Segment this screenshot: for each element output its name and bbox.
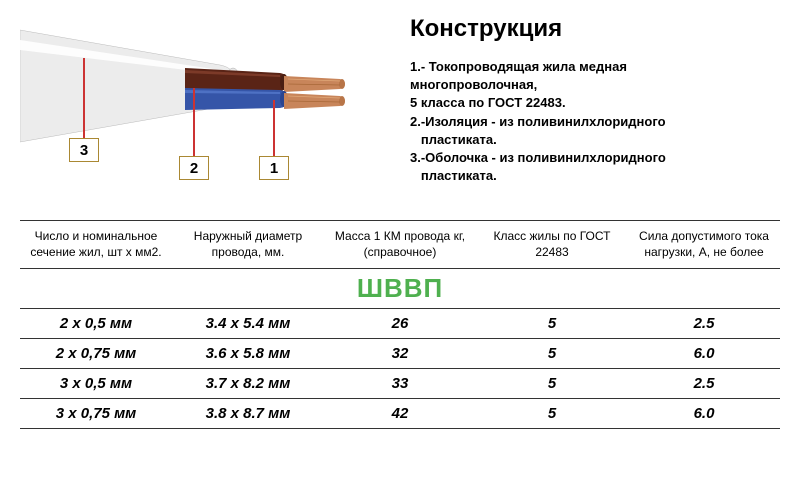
cable-diagram: 3 2 1 — [20, 10, 380, 210]
cell: 3 x 0,75 мм — [20, 399, 172, 429]
cell: 2.5 — [628, 309, 780, 339]
product-row: ШВВП — [20, 269, 780, 309]
header-col-5: Сила допустимого тока нагрузки, А, не бо… — [628, 221, 780, 269]
callout-box-1: 1 — [259, 156, 289, 180]
cell: 2 x 0,75 мм — [20, 339, 172, 369]
cell: 32 — [324, 339, 476, 369]
callout-line-1 — [273, 100, 275, 158]
legend-line-5: пластиката. — [410, 131, 780, 149]
cell: 3 x 0,5 мм — [20, 369, 172, 399]
cell: 5 — [476, 309, 628, 339]
legend-line-1: 1.- Токопроводящая жила медная — [410, 58, 780, 76]
cell: 6.0 — [628, 339, 780, 369]
header-col-4: Класс жилы по ГОСТ 22483 — [476, 221, 628, 269]
cell: 3.8 x 8.7 мм — [172, 399, 324, 429]
cell: 2.5 — [628, 369, 780, 399]
cell: 33 — [324, 369, 476, 399]
table-row: 2 x 0,75 мм 3.6 x 5.8 мм 32 5 6.0 — [20, 339, 780, 369]
cell: 6.0 — [628, 399, 780, 429]
callout-box-2: 2 — [179, 156, 209, 180]
legend-line-7: пластиката. — [410, 167, 780, 185]
callout-2-label: 2 — [190, 160, 198, 177]
callout-box-3: 3 — [69, 138, 99, 162]
description-area: Конструкция 1.- Токопроводящая жила медн… — [380, 10, 780, 210]
callout-3-label: 3 — [80, 142, 88, 159]
legend-line-3: 5 класса по ГОСТ 22483. — [410, 94, 780, 112]
legend-line-4: 2.-Изоляция - из поливинилхлоридного — [410, 113, 780, 131]
cell: 5 — [476, 369, 628, 399]
legend-line-2: многопроволочная, — [410, 76, 780, 94]
cell: 3.6 x 5.8 мм — [172, 339, 324, 369]
table-row: 3 x 0,5 мм 3.7 x 8.2 мм 33 5 2.5 — [20, 369, 780, 399]
cell: 5 — [476, 339, 628, 369]
cell: 42 — [324, 399, 476, 429]
table-row: 3 x 0,75 мм 3.8 x 8.7 мм 42 5 6.0 — [20, 399, 780, 429]
header-col-2: Наружный диаметр провода, мм. — [172, 221, 324, 269]
header-col-1: Число и номинальное сечение жил, шт х мм… — [20, 221, 172, 269]
legend-line-6: 3.-Оболочка - из поливинилхлоридного — [410, 149, 780, 167]
cell: 5 — [476, 399, 628, 429]
cell: 3.7 x 8.2 мм — [172, 369, 324, 399]
cell: 3.4 x 5.4 мм — [172, 309, 324, 339]
table-row: 2 x 0,5 мм 3.4 x 5.4 мм 26 5 2.5 — [20, 309, 780, 339]
callout-1-label: 1 — [270, 160, 278, 177]
page-title: Конструкция — [410, 15, 780, 43]
cell: 26 — [324, 309, 476, 339]
product-name: ШВВП — [357, 273, 443, 303]
cell: 2 x 0,5 мм — [20, 309, 172, 339]
callout-line-2 — [193, 88, 195, 158]
header-col-3: Масса 1 КМ провода кг,(справочное) — [324, 221, 476, 269]
table-header-row: Число и номинальное сечение жил, шт х мм… — [20, 221, 780, 269]
spec-table: Число и номинальное сечение жил, шт х мм… — [20, 220, 780, 429]
callout-line-3 — [83, 58, 85, 140]
cable-svg — [20, 10, 380, 210]
